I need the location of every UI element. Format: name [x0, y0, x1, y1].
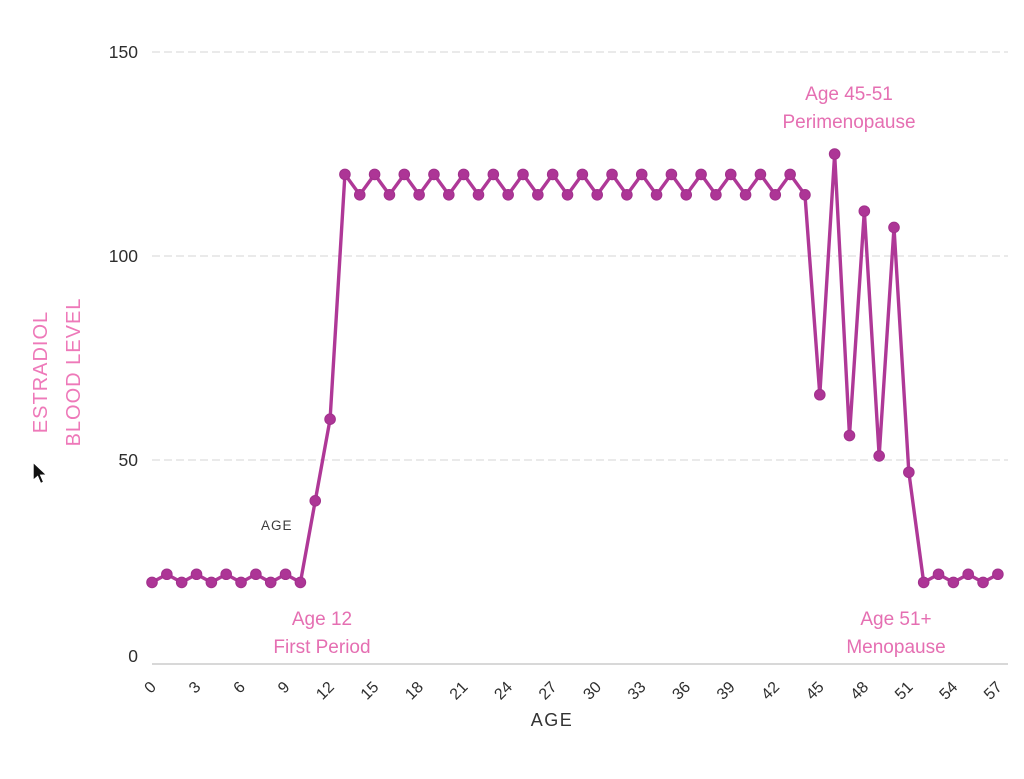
x-tick-label-18: 18 — [402, 679, 427, 704]
annotation-menopause: Age 51+ Menopause — [786, 606, 1006, 662]
data-point-age-33 — [635, 168, 648, 181]
data-point-age-46 — [828, 148, 841, 160]
data-point-age-20 — [443, 189, 455, 201]
data-point-age-16 — [383, 189, 396, 201]
x-tick-label-39: 39 — [714, 679, 739, 704]
data-point-age-5 — [220, 568, 232, 581]
annotation-first-period-line1: Age 12 — [291, 609, 353, 630]
data-point-age-23 — [487, 168, 500, 181]
data-point-age-35 — [665, 168, 678, 181]
y-tick-label-50: 50 — [119, 450, 139, 470]
data-point-age-42 — [769, 189, 782, 201]
data-point-age-21 — [457, 168, 470, 181]
data-point-age-17 — [398, 168, 411, 181]
estradiol-line — [150, 152, 1000, 585]
data-point-age-11 — [309, 495, 322, 507]
data-point-age-56 — [977, 576, 989, 589]
x-tick-label-0: 0 — [142, 679, 160, 697]
data-point-age-40 — [739, 189, 752, 201]
data-point-age-51 — [903, 466, 915, 479]
data-point-age-32 — [621, 189, 633, 201]
x-tick-label-48: 48 — [848, 679, 873, 704]
data-point-age-31 — [606, 168, 618, 181]
y-tick-label-150: 150 — [109, 42, 138, 62]
data-point-age-52 — [917, 576, 930, 589]
x-tick-label-6: 6 — [231, 679, 249, 697]
data-point-age-22 — [472, 189, 485, 201]
data-point-age-4 — [205, 576, 218, 589]
mouse-cursor-arrow — [32, 460, 49, 485]
data-point-age-34 — [650, 189, 663, 201]
x-tick-label-36: 36 — [669, 679, 694, 704]
x-tick-label-9: 9 — [275, 679, 293, 697]
data-point-age-1 — [161, 568, 173, 581]
data-point-age-45 — [814, 388, 826, 401]
data-point-age-9 — [279, 568, 292, 581]
data-point-age-12 — [324, 413, 336, 426]
x-tick-label-12: 12 — [313, 679, 338, 704]
y-tick-label-100: 100 — [109, 246, 138, 266]
y-axis-title-line2: BLOOD LEVEL — [63, 297, 85, 447]
x-tick-label-30: 30 — [580, 679, 605, 704]
data-point-age-3 — [190, 568, 203, 581]
data-point-age-54 — [947, 576, 960, 589]
data-point-age-26 — [532, 189, 544, 201]
data-point-age-55 — [962, 568, 975, 581]
data-point-age-44 — [799, 189, 811, 201]
data-point-age-38 — [710, 189, 722, 201]
x-tick-label-15: 15 — [358, 679, 383, 704]
x-tick-label-27: 27 — [536, 679, 561, 704]
data-point-age-28 — [561, 189, 574, 201]
annotation-perimenopause-line2: Perimenopause — [782, 112, 916, 133]
data-point-age-30 — [591, 189, 604, 201]
x-tick-label-33: 33 — [625, 679, 650, 704]
mouse-cursor — [32, 460, 49, 485]
inner-age-label: AGE — [261, 518, 293, 533]
data-point-age-47 — [843, 429, 856, 442]
data-point-age-29 — [576, 168, 589, 181]
data-point-age-43 — [784, 168, 796, 181]
annotation-menopause-line1: Age 51+ — [860, 609, 932, 630]
data-point-age-53 — [932, 568, 945, 581]
annotation-perimenopause-line1: Age 45-51 — [805, 84, 893, 105]
data-point-age-37 — [695, 168, 707, 181]
data-point-age-25 — [517, 168, 529, 181]
data-point-age-27 — [546, 168, 559, 181]
data-point-age-6 — [235, 576, 247, 589]
x-tick-label-54: 54 — [937, 679, 962, 704]
data-point-age-14 — [353, 189, 366, 201]
data-point-age-36 — [680, 189, 693, 201]
data-point-age-49 — [873, 450, 885, 462]
data-point-age-57 — [992, 568, 1004, 581]
data-point-age-13 — [339, 168, 351, 181]
data-point-age-2 — [175, 576, 188, 589]
annotation-first-period: Age 12 First Period — [212, 606, 432, 662]
data-point-age-18 — [413, 189, 425, 201]
annotation-first-period-line2: First Period — [273, 637, 371, 658]
x-axis-title: AGE — [530, 710, 574, 730]
y-tick-label-0: 0 — [128, 646, 138, 666]
x-tick-label-51: 51 — [892, 679, 917, 704]
x-tick-label-57: 57 — [981, 679, 1006, 704]
data-point-age-50 — [888, 221, 900, 234]
data-point-age-0 — [146, 576, 158, 589]
x-tick-label-21: 21 — [447, 679, 472, 704]
x-tick-label-42: 42 — [759, 679, 784, 704]
data-point-age-10 — [294, 576, 307, 589]
data-point-age-15 — [368, 168, 381, 181]
data-point-age-7 — [250, 568, 262, 581]
data-point-age-24 — [502, 189, 514, 201]
annotation-perimenopause: Age 45-51 Perimenopause — [739, 81, 959, 137]
data-point-age-41 — [754, 168, 767, 181]
data-point-age-48 — [858, 205, 871, 217]
data-point-age-19 — [428, 168, 440, 181]
x-tick-label-45: 45 — [803, 679, 828, 704]
data-point-age-8 — [264, 576, 277, 589]
x-tick-label-3: 3 — [186, 679, 204, 697]
x-tick-label-24: 24 — [491, 679, 516, 704]
data-point-age-39 — [724, 168, 737, 181]
annotation-menopause-line2: Menopause — [846, 637, 946, 658]
